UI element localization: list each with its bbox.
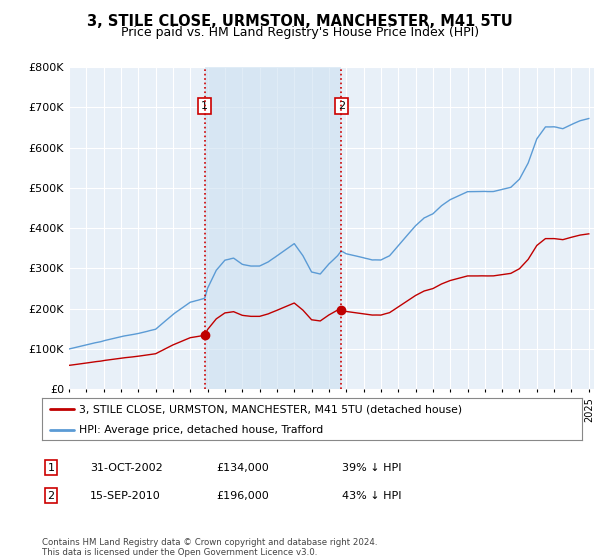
Text: 1: 1	[47, 463, 55, 473]
Text: £134,000: £134,000	[216, 463, 269, 473]
Text: 43% ↓ HPI: 43% ↓ HPI	[342, 491, 401, 501]
Text: Price paid vs. HM Land Registry's House Price Index (HPI): Price paid vs. HM Land Registry's House …	[121, 26, 479, 39]
Text: 2: 2	[47, 491, 55, 501]
Text: 15-SEP-2010: 15-SEP-2010	[90, 491, 161, 501]
Text: HPI: Average price, detached house, Trafford: HPI: Average price, detached house, Traf…	[79, 426, 323, 435]
Text: 3, STILE CLOSE, URMSTON, MANCHESTER, M41 5TU (detached house): 3, STILE CLOSE, URMSTON, MANCHESTER, M41…	[79, 404, 462, 414]
Bar	[205, 67, 341, 389]
Text: 39% ↓ HPI: 39% ↓ HPI	[342, 463, 401, 473]
Text: 31-OCT-2002: 31-OCT-2002	[90, 463, 163, 473]
Text: 3, STILE CLOSE, URMSTON, MANCHESTER, M41 5TU: 3, STILE CLOSE, URMSTON, MANCHESTER, M41…	[87, 14, 513, 29]
Text: Contains HM Land Registry data © Crown copyright and database right 2024.
This d: Contains HM Land Registry data © Crown c…	[42, 538, 377, 557]
Text: £196,000: £196,000	[216, 491, 269, 501]
Text: 2: 2	[338, 101, 345, 111]
Text: 1: 1	[201, 101, 208, 111]
